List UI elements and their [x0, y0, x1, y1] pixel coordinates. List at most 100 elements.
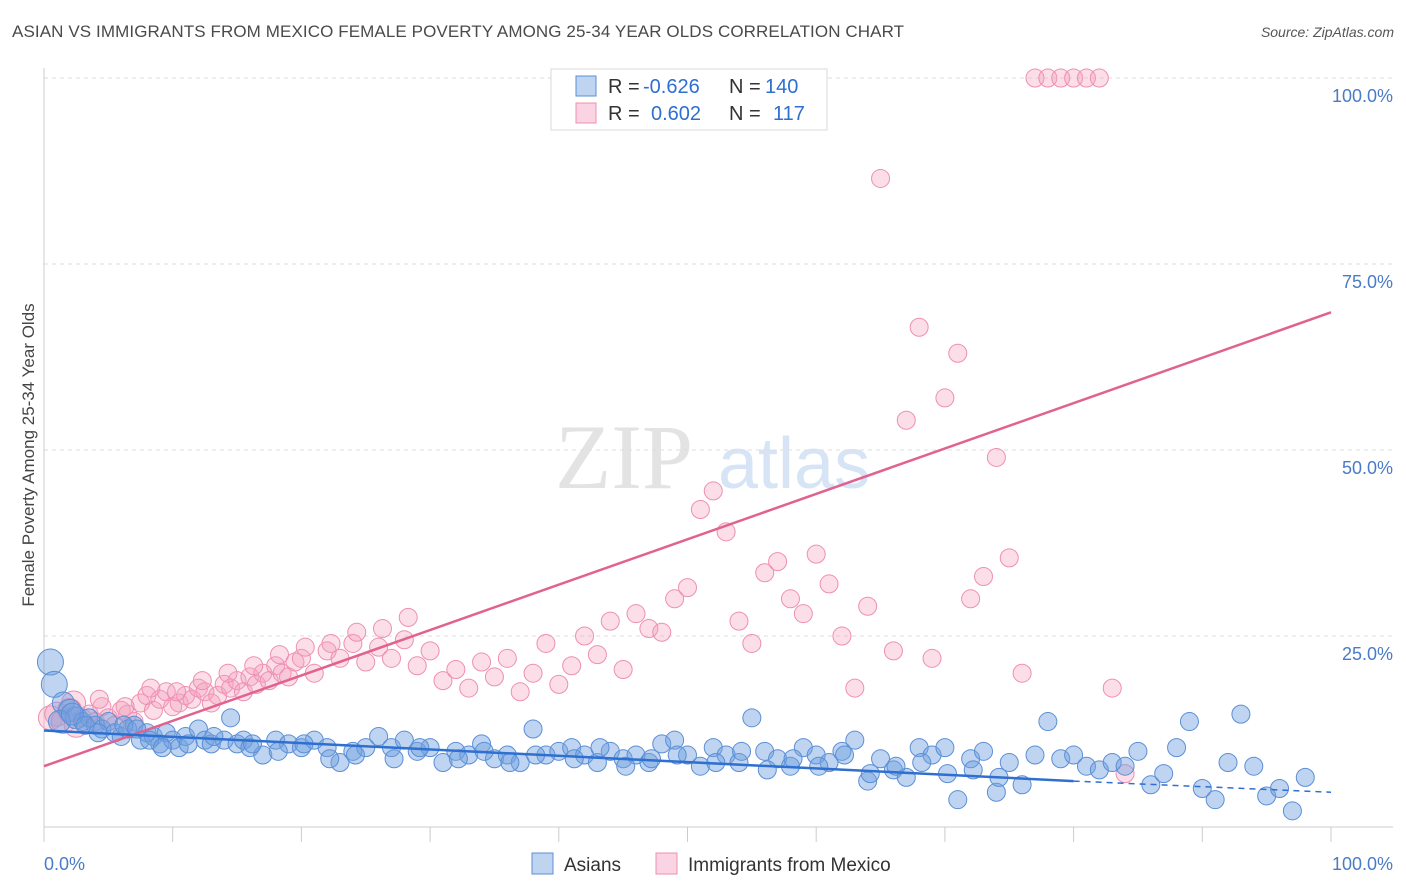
asian-point — [729, 752, 749, 772]
mexico-point — [285, 652, 305, 672]
legend-r-value-mexico: 0.602 — [651, 103, 701, 125]
x-tick-label-0: 0.0% — [44, 854, 85, 874]
mexico-point — [768, 552, 788, 572]
asian-point — [1244, 756, 1264, 776]
mexico-trend-line — [43, 311, 1332, 768]
x-tick-label-100: 100.0% — [1332, 854, 1393, 874]
mexico-point — [755, 563, 775, 583]
mexico-point — [703, 481, 723, 501]
asian-point — [73, 712, 93, 732]
asian-point — [85, 715, 105, 735]
asian-point — [1282, 801, 1302, 821]
asian-point — [268, 741, 288, 761]
mexico-point — [459, 678, 479, 698]
legend-n-label-asians: N = — [729, 76, 761, 98]
mexico-point — [922, 648, 942, 668]
asian-point — [639, 752, 659, 772]
mexico-point — [381, 648, 401, 668]
asian-point — [448, 749, 468, 769]
bottom-legend: Asians Immigrants from Mexico — [531, 852, 891, 876]
mexico-point — [1012, 663, 1032, 683]
asian-point — [1064, 745, 1084, 765]
legend-n-label-mexico: N = — [729, 103, 761, 125]
mexico-point — [639, 619, 659, 639]
mexico-point — [295, 637, 315, 657]
asian-point — [886, 756, 906, 776]
asian-point — [832, 741, 852, 761]
watermark-zip: ZIP — [555, 406, 693, 508]
mexico-point — [1102, 678, 1122, 698]
y-tick-labels: 100.0% 75.0% 50.0% 25.0% — [1332, 86, 1393, 664]
asian-point — [420, 738, 440, 758]
asian-point — [1270, 779, 1290, 799]
asian-point — [1076, 756, 1096, 776]
mexico-point — [407, 656, 427, 676]
mexico-point — [961, 589, 981, 609]
mexico-point — [536, 633, 556, 653]
mexico-point — [523, 663, 543, 683]
asian-point — [590, 738, 610, 758]
mexico-point — [793, 604, 813, 624]
asian-point — [999, 752, 1019, 772]
asian-point — [1205, 790, 1225, 810]
asian-point — [221, 708, 241, 728]
mexico-point — [986, 447, 1006, 467]
asian-point — [835, 745, 855, 765]
mexico-point — [1038, 68, 1058, 88]
asian-point — [1179, 712, 1199, 732]
mexico-point — [678, 578, 697, 598]
legend-swatch-mexico — [575, 102, 597, 124]
asian-point — [433, 752, 453, 772]
asian-point — [242, 734, 262, 754]
asian-point — [266, 730, 286, 750]
mexico-point — [1025, 68, 1045, 88]
mexico-point — [1089, 68, 1109, 88]
asian-point — [36, 648, 64, 676]
asian-point — [1231, 704, 1251, 724]
mexico-point — [163, 697, 183, 717]
asian-point — [690, 756, 710, 776]
asian-point — [1218, 752, 1238, 772]
mexico-point — [244, 656, 264, 676]
mexico-point — [1115, 764, 1135, 784]
asian-point — [152, 738, 172, 758]
mexico-point — [347, 622, 367, 642]
asian-point — [665, 730, 685, 750]
asian-point — [384, 749, 404, 769]
asian-point — [127, 719, 147, 739]
asian-point — [757, 760, 777, 780]
mexico-point — [321, 633, 341, 653]
mexico-point — [742, 633, 762, 653]
y-tick-label-25: 25.0% — [1342, 644, 1393, 664]
mexico-point — [240, 667, 260, 687]
asian-point — [1038, 712, 1058, 732]
asian-point — [871, 749, 891, 769]
mexico-point — [111, 700, 131, 720]
axes — [43, 68, 1393, 842]
chart-title: ASIAN VS IMMIGRANTS FROM MEXICO FEMALE P… — [12, 22, 905, 41]
asian-point — [1154, 764, 1174, 784]
mexico-point — [1051, 68, 1071, 88]
mexico-point — [819, 574, 839, 594]
mexico-point — [118, 704, 138, 724]
mexico-point — [974, 566, 994, 586]
mexico-point — [935, 388, 955, 408]
mexico-point — [896, 410, 916, 430]
mexico-point — [1076, 68, 1096, 88]
mexico-point — [832, 626, 852, 646]
mexico-point — [652, 622, 672, 642]
asian-trend-extension — [1073, 780, 1332, 793]
mexico-point — [195, 682, 215, 702]
mexico-point — [883, 641, 903, 661]
legend-swatch-asians — [575, 75, 597, 97]
mexico-point — [858, 596, 878, 616]
asian-point — [1115, 756, 1135, 776]
asian-point — [845, 730, 865, 750]
mexico-point — [214, 674, 234, 694]
mexico-point — [484, 667, 504, 687]
mexico-point — [141, 678, 161, 698]
asian-point — [935, 738, 955, 758]
mexico-point — [510, 682, 530, 702]
legend-n-value-asians: 140 — [765, 76, 798, 98]
asian-point — [369, 726, 389, 746]
